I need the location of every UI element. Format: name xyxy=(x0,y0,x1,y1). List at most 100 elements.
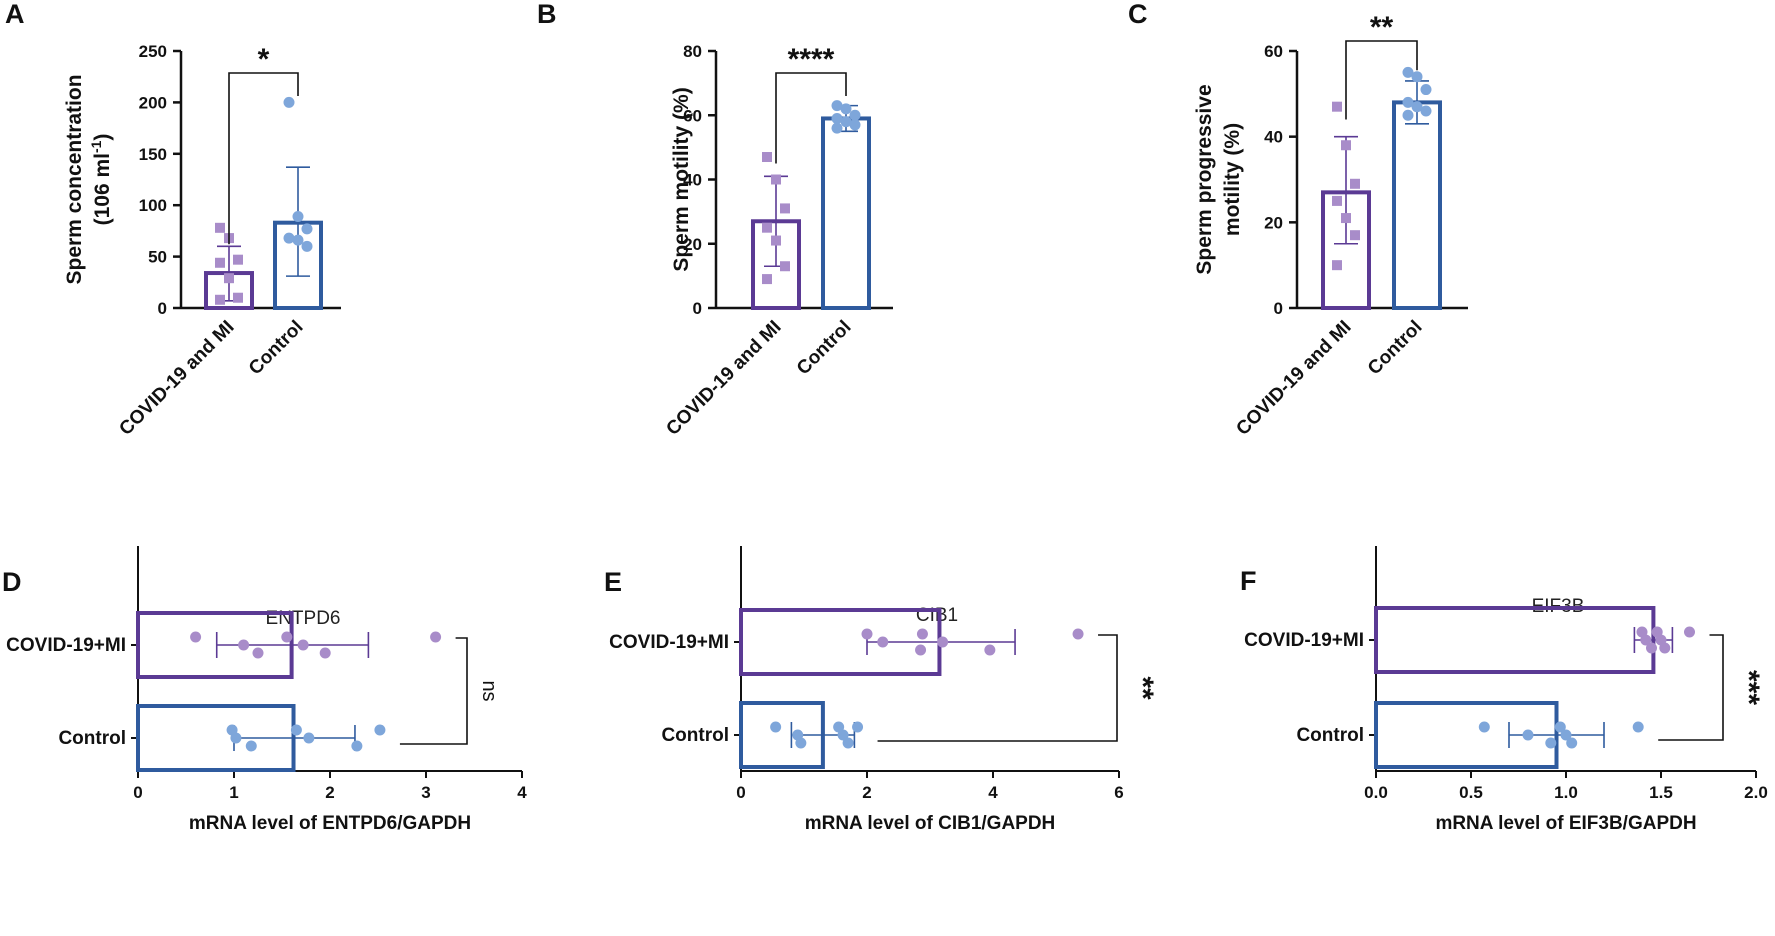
y-axis-label: Sperm progressive motility (%) xyxy=(1193,84,1244,274)
y-axis-label-line: Sperm concentration xyxy=(63,74,86,284)
y-tick-label: 60 xyxy=(683,106,702,125)
data-point-circle xyxy=(1684,626,1695,638)
y-axis-label-line: ) xyxy=(91,134,114,141)
data-point-circle xyxy=(831,112,843,124)
category-label: COVID-19 and MI xyxy=(115,317,238,440)
data-point-circle xyxy=(351,740,363,752)
y-tick-label: 60 xyxy=(1264,42,1283,61)
data-point-square xyxy=(1332,195,1342,206)
data-point-square xyxy=(780,203,790,214)
data-point-circle xyxy=(915,644,927,656)
significance-label: **** xyxy=(788,43,835,76)
category-label: COVID-19+MI xyxy=(1244,630,1364,651)
category-label: Control xyxy=(661,725,729,746)
data-point-square xyxy=(762,152,772,163)
data-point-circle xyxy=(916,628,928,640)
data-point-circle xyxy=(303,732,315,744)
data-point-circle xyxy=(837,729,849,741)
data-point-square xyxy=(224,273,234,284)
category-label: COVID-19 and MI xyxy=(662,317,785,440)
data-point-square xyxy=(1350,178,1360,189)
x-axis-label: mRNA level of CIB1/GAPDH xyxy=(805,813,1056,834)
data-point-circle xyxy=(281,631,293,643)
data-point-circle xyxy=(1402,96,1414,108)
significance-bracket xyxy=(228,72,299,245)
data-point-circle xyxy=(1560,729,1572,741)
data-point-square xyxy=(762,274,772,285)
data-point-square xyxy=(1332,101,1342,112)
y-tick-label: 40 xyxy=(1264,128,1283,147)
data-point-circle xyxy=(833,721,845,733)
x-tick-label: 0 xyxy=(133,783,142,802)
data-point-circle xyxy=(238,639,250,651)
y-tick-label: 0 xyxy=(158,299,167,318)
data-point-square xyxy=(215,257,225,268)
data-point-circle xyxy=(297,639,309,651)
data-point-circle xyxy=(877,636,889,648)
data-point-square xyxy=(762,222,772,233)
data-point-circle xyxy=(1072,628,1084,640)
y-tick-label: 250 xyxy=(139,42,167,61)
data-point-square xyxy=(1341,213,1351,224)
x-axis-label: mRNA level of EIF3B/GAPDH xyxy=(1435,813,1696,834)
data-point-circle xyxy=(1411,101,1423,113)
data-point-circle xyxy=(301,240,313,252)
data-point-circle xyxy=(840,103,852,115)
data-point-circle xyxy=(1566,737,1578,749)
panel-letter: B xyxy=(537,0,557,29)
x-tick-label: 4 xyxy=(517,783,527,802)
x-axis-label: mRNA level of ENTPD6/GAPDH xyxy=(189,813,471,834)
data-point-square xyxy=(1341,140,1351,151)
bar-covid xyxy=(1374,606,1656,674)
y-axis-label-line: Sperm motility (%) xyxy=(670,87,693,271)
data-point-square xyxy=(233,292,243,303)
x-tick-label: 2 xyxy=(862,783,871,802)
panel-letter: F xyxy=(1240,566,1257,596)
x-tick-label: 0.5 xyxy=(1459,783,1483,802)
data-point-square xyxy=(771,235,781,246)
data-point-circle xyxy=(374,724,386,736)
panel-C: C 0 20 40 60 Sperm progressive motility (%) COV… xyxy=(1128,0,1468,440)
data-point-square xyxy=(215,222,225,233)
significance-label: *** xyxy=(1732,670,1765,705)
bar-control xyxy=(1392,100,1442,311)
panel-letter: C xyxy=(1128,0,1148,29)
category-label: COVID-19+MI xyxy=(6,635,126,656)
data-point-circle xyxy=(1659,642,1671,654)
data-point-circle xyxy=(852,721,864,733)
significance-bracket xyxy=(1658,634,1724,741)
data-point-circle xyxy=(230,732,242,744)
x-tick-label: 0 xyxy=(736,783,745,802)
category-label: Control xyxy=(793,317,856,380)
x-tick-label: 1.5 xyxy=(1649,783,1673,802)
y-tick-label: 0 xyxy=(1274,299,1283,318)
category-label: Control xyxy=(58,728,126,749)
data-point-circle xyxy=(1640,634,1652,646)
data-point-circle xyxy=(770,721,782,733)
data-point-square xyxy=(771,174,781,185)
significance-bracket xyxy=(1345,40,1418,120)
data-point-circle xyxy=(795,737,807,749)
data-point-circle xyxy=(1411,71,1423,83)
x-tick-label: 2 xyxy=(325,783,334,802)
panel-B: B 0 20 40 60 80 Sperm motility (%) COVID-19 and… xyxy=(537,0,893,440)
category-label: COVID-19+MI xyxy=(609,632,729,653)
x-tick-label: 1 xyxy=(229,783,238,802)
significance-label: ** xyxy=(1126,676,1159,700)
x-tick-label: 2.0 xyxy=(1744,783,1768,802)
y-tick-label: 100 xyxy=(139,196,167,215)
y-tick-label: 40 xyxy=(683,171,702,190)
data-point-circle xyxy=(190,631,202,643)
data-point-circle xyxy=(292,234,304,246)
category-label: Control xyxy=(245,317,308,380)
category-label: Control xyxy=(1296,725,1364,746)
y-axis-label-line: Sperm progressive xyxy=(1193,84,1216,274)
y-tick-label: 80 xyxy=(683,42,702,61)
y-axis-label-line: (106 ml xyxy=(91,153,114,225)
data-point-circle xyxy=(1478,721,1490,733)
x-tick-label: 1.0 xyxy=(1554,783,1578,802)
data-point-circle xyxy=(1632,721,1644,733)
